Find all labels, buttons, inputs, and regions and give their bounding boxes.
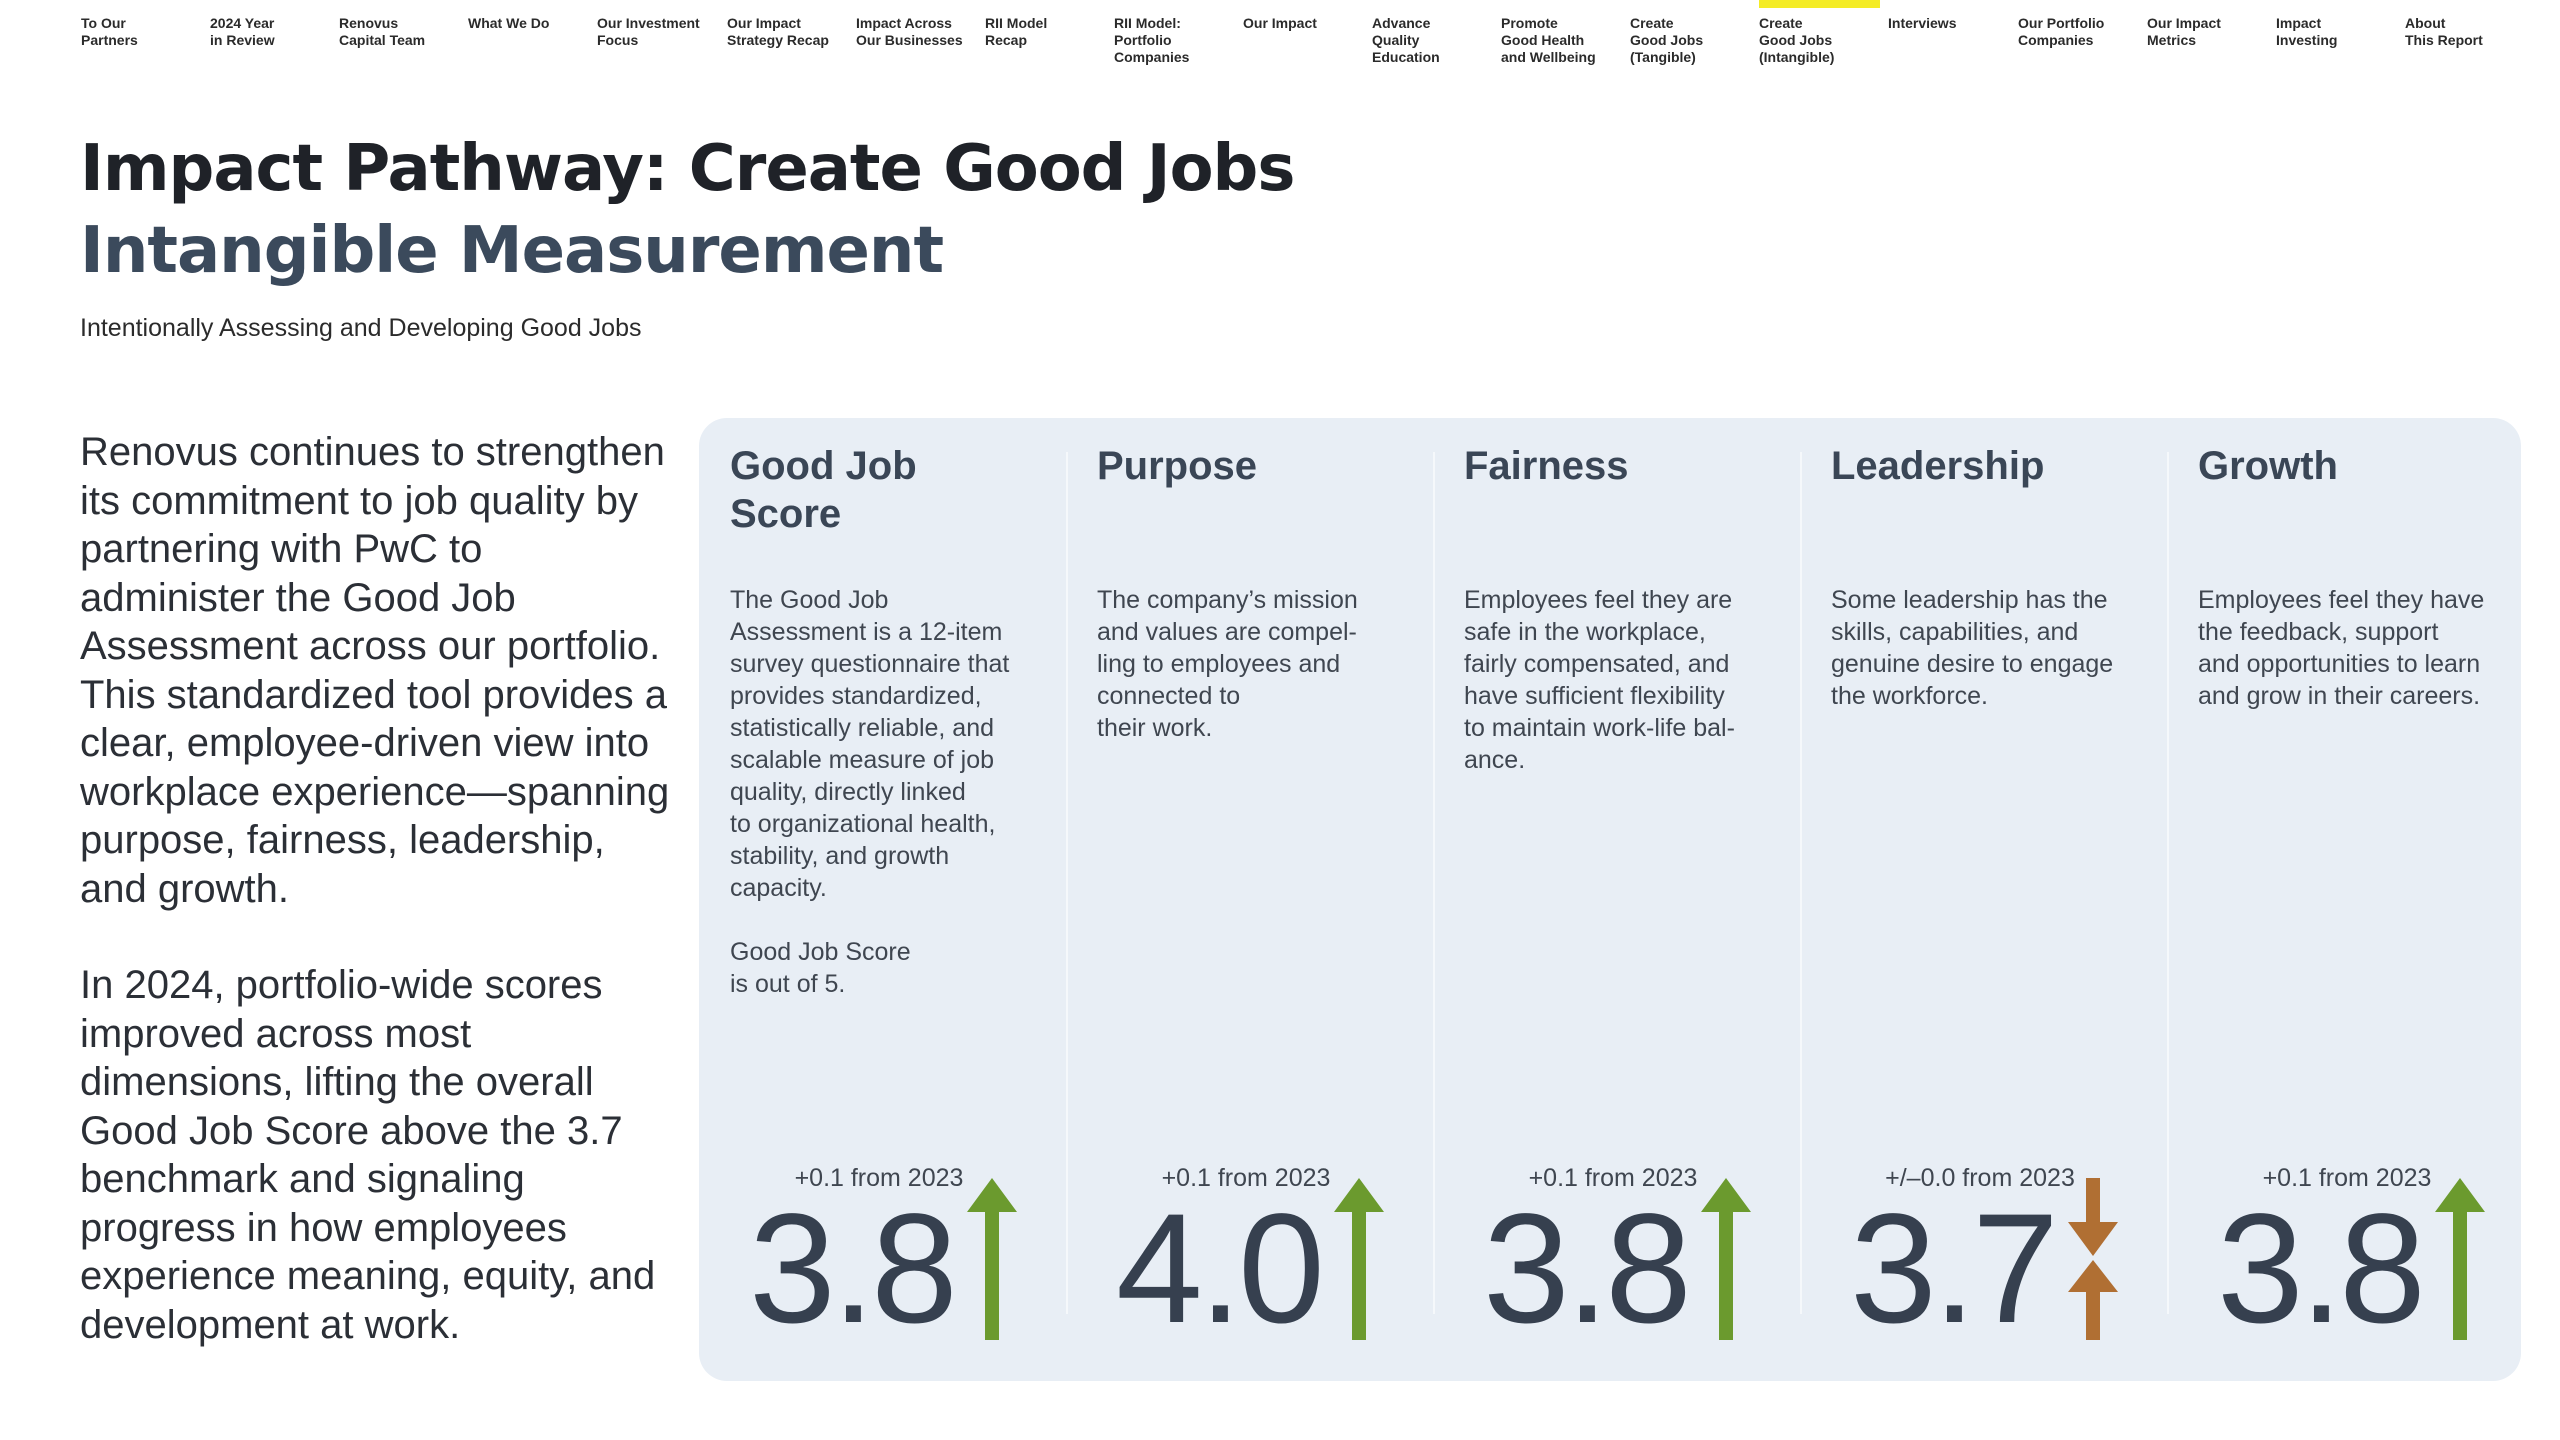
nav-item[interactable]: What We Do — [468, 15, 550, 31]
nav-item[interactable]: Our Impact Strategy Recap — [727, 15, 829, 48]
delta-label: +0.1 from 2023 — [2262, 1164, 2432, 1192]
narrative-paragraph: In 2024, portfolio-wide scores improved … — [80, 963, 656, 1347]
nav-item[interactable]: RII Model Recap — [985, 15, 1048, 48]
section-tagline: Intentionally Assessing and Developing G… — [80, 314, 642, 342]
arrow-up-icon — [967, 1178, 1017, 1340]
arrow-up-icon — [2435, 1178, 2485, 1340]
nav-item[interactable]: RII Model: Portfolio Companies — [1114, 15, 1190, 65]
arrow-up-icon — [1334, 1178, 1384, 1340]
dimension-description: The company’s mission and values are com… — [1097, 586, 1358, 742]
page-subtitle: Intangible Measurement — [80, 214, 944, 288]
dimension-column: Growth Employees feel they have the feedb… — [2167, 418, 2532, 1381]
dimension-column: Leadership Some leadership has the skills… — [1800, 418, 2165, 1381]
narrative-paragraph: Renovus continues to strengthen its comm… — [80, 430, 670, 911]
dimension-column: Good Job Score The Good Job Assessment is… — [699, 418, 1064, 1381]
dimension-heading: Purpose — [1097, 444, 1258, 488]
dimension-heading: Growth — [2198, 444, 2338, 488]
page-title: Impact Pathway: Create Good Jobs — [80, 132, 1295, 206]
good-job-score-card: Good Job Score The Good Job Assessment is… — [699, 418, 2521, 1381]
score-value: 4.0 — [1116, 1182, 1325, 1356]
arrow-up-icon — [1701, 1178, 1751, 1340]
dimension-heading: Good Job Score — [730, 444, 917, 536]
nav-item[interactable]: Impact Across Our Businesses — [856, 15, 963, 48]
nav-item[interactable]: Impact Investing — [2276, 15, 2338, 48]
nav-item[interactable]: Interviews — [1888, 15, 1957, 31]
dimension-description: Employees feel they are safe in the work… — [1464, 586, 1735, 774]
nav-item[interactable]: Advance Quality Education — [1372, 15, 1440, 65]
nav-item[interactable]: Renovus Capital Team — [339, 15, 426, 48]
delta-label: +0.1 from 2023 — [794, 1164, 964, 1192]
score-value: 3.8 — [1483, 1182, 1692, 1356]
arrows-converge-icon — [2068, 1178, 2118, 1340]
score-value: 3.7 — [1850, 1182, 2059, 1356]
top-nav: To Our Partners 2024 Year in Review Renovu… — [81, 0, 2520, 80]
dimension-description: Some leadership has the skills, capabili… — [1831, 586, 2114, 710]
dimension-heading: Fairness — [1464, 444, 1629, 488]
score-value: 3.8 — [2217, 1182, 2426, 1356]
dimension-description: Employees feel they have the feedback, s… — [2198, 586, 2485, 710]
nav-item[interactable]: Promote Good Health and Wellbeing — [1501, 15, 1596, 65]
delta-label: +0.1 from 2023 — [1161, 1164, 1331, 1192]
nav-item[interactable]: Our Impact Metrics — [2147, 15, 2221, 48]
nav-item[interactable]: Our Impact — [1243, 15, 1317, 31]
nav-item[interactable]: Our Portfolio Companies — [2018, 15, 2105, 48]
delta-label: +0.1 from 2023 — [1528, 1164, 1698, 1192]
nav-item[interactable]: 2024 Year in Review — [210, 15, 275, 48]
dimension-column: Purpose The company’s mission and values … — [1066, 418, 1431, 1381]
dimension-column: Fairness Employees feel they are safe in … — [1433, 418, 1798, 1381]
nav-item[interactable]: Create Good Jobs (Intangible) — [1759, 0, 1880, 66]
delta-label: +/–0.0 from 2023 — [1885, 1164, 2075, 1192]
nav-item[interactable]: Our Investment Focus — [597, 15, 700, 48]
dimension-description: The Good Job Assessment is a 12-item sur… — [730, 586, 1010, 998]
nav-item[interactable]: To Our Partners — [81, 15, 138, 48]
narrative: Renovus continues to strengthen its comm… — [80, 428, 670, 1397]
nav-item[interactable]: Create Good Jobs (Tangible) — [1630, 15, 1704, 65]
score-value: 3.8 — [749, 1182, 958, 1356]
nav-item[interactable]: About This Report — [2405, 15, 2483, 48]
dimension-heading: Leadership — [1831, 444, 2045, 488]
